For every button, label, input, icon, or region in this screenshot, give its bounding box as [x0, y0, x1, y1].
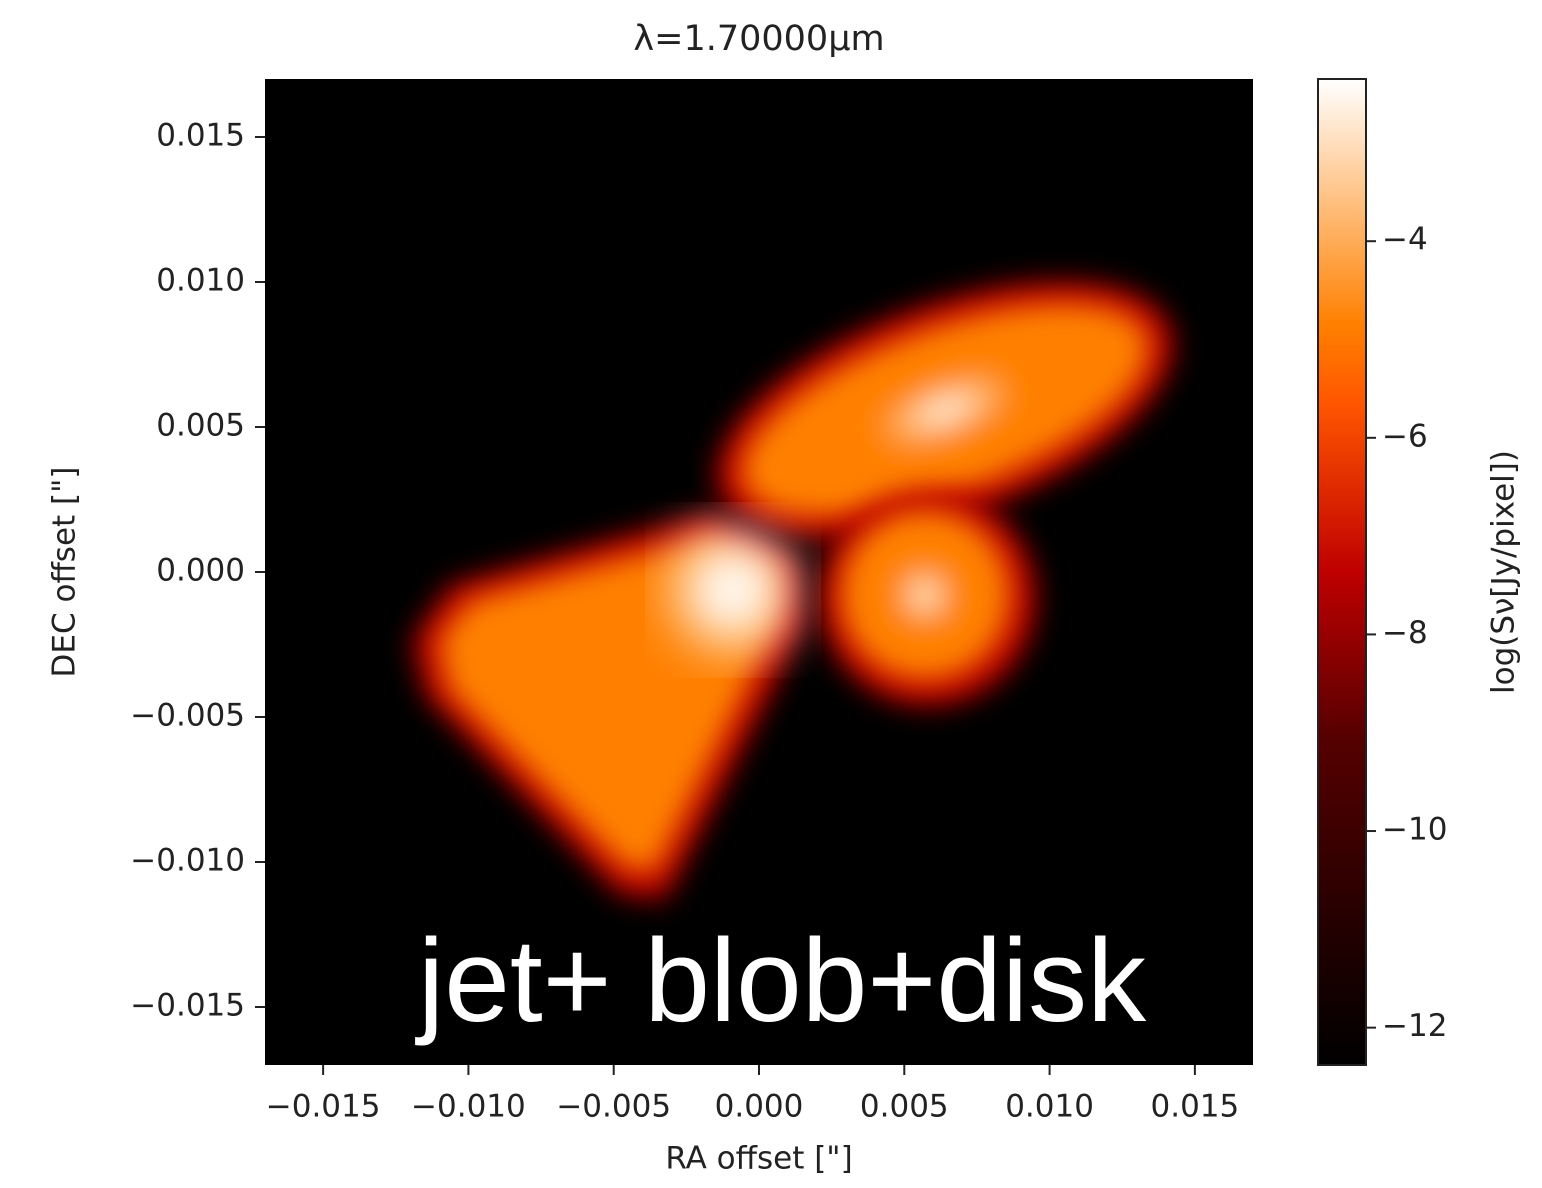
x-tick-label: 0.005 [860, 1089, 949, 1125]
chart-title: λ=1.70000μm [633, 19, 884, 59]
annotation: jet+ blob+disk [415, 915, 1147, 1047]
y-tick-label: 0.010 [156, 263, 245, 299]
colorbar-tick-label: −4 [1382, 222, 1428, 258]
x-tick-label: 0.010 [1005, 1089, 1094, 1125]
disk [741, 303, 1149, 517]
x-tick-label: 0.000 [715, 1089, 804, 1125]
colorbar-label: log(Sν[Jy/pixel]) [1486, 450, 1522, 694]
x-tick-label: −0.015 [266, 1089, 381, 1125]
x-tick-label: −0.010 [411, 1089, 526, 1125]
colorbar-tick-label: −8 [1382, 615, 1428, 651]
y-axis-label: DEC offset ["] [47, 467, 83, 678]
colorbar-tick-label: −10 [1382, 812, 1447, 848]
y-tick-label: −0.010 [130, 843, 245, 879]
y-tick-label: 0.000 [156, 553, 245, 589]
x-tick-label: −0.005 [556, 1089, 671, 1125]
y-tick-label: 0.005 [156, 408, 245, 444]
colorbar-tick-label: −12 [1382, 1008, 1447, 1044]
x-axis-label: RA offset ["] [665, 1141, 852, 1177]
y-tick-label: 0.015 [156, 118, 245, 154]
x-tick-label: 0.015 [1151, 1089, 1240, 1125]
colorbar-tick-label: −6 [1382, 418, 1428, 454]
blob [840, 510, 1010, 680]
image [412, 281, 1174, 900]
y-tick-label: −0.005 [130, 698, 245, 734]
jet-core [678, 535, 788, 645]
y-tick-label: −0.015 [130, 988, 245, 1024]
colorbar [1317, 78, 1367, 1066]
